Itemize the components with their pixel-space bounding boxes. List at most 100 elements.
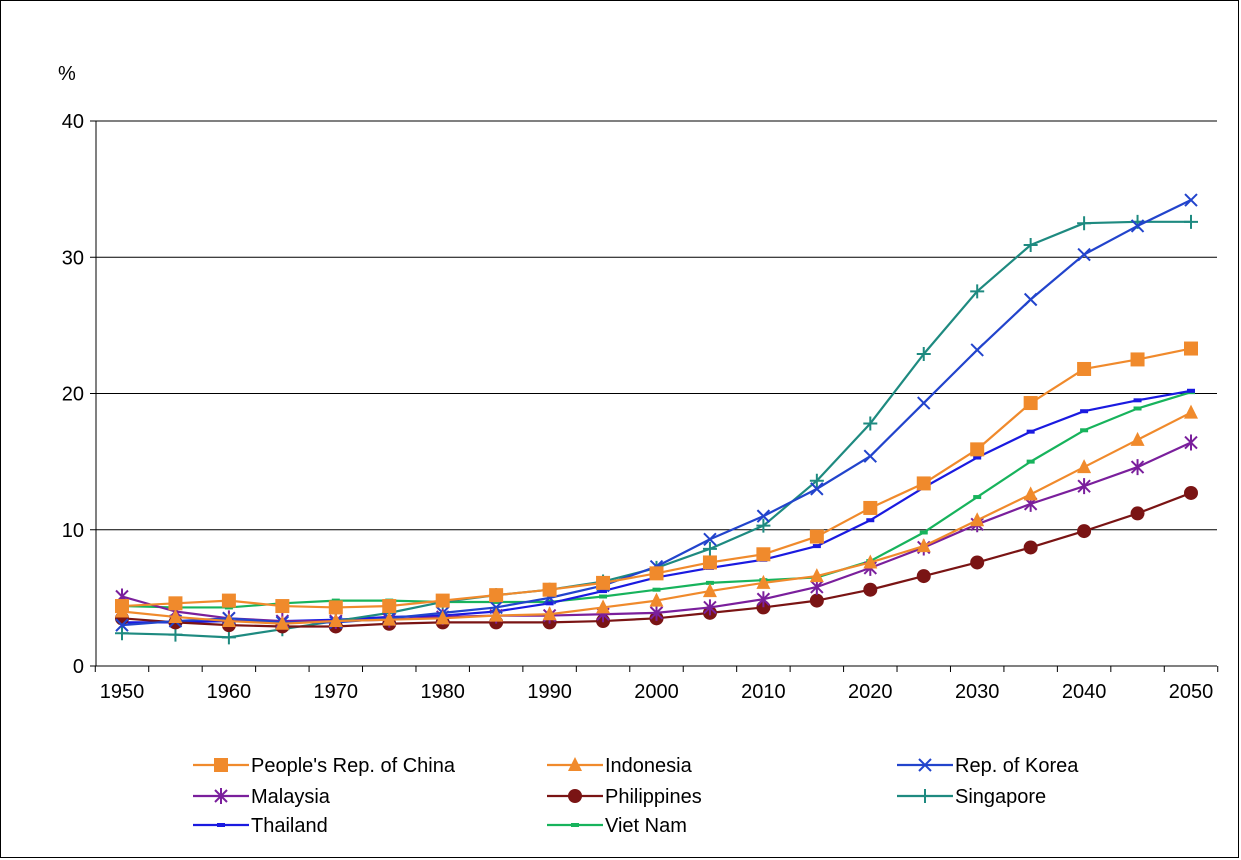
data-point-people-s-rep-of-china-2000 [649, 566, 664, 581]
legend-label-singapore: Singapore [955, 786, 1046, 808]
data-point-rep-of-korea-2010 [756, 509, 771, 523]
x-tick-label-1950: 1950 [100, 681, 145, 703]
data-point-singapore-2020 [863, 416, 878, 431]
x-tick-label-1990: 1990 [527, 681, 572, 703]
data-point-singapore-2035 [1023, 237, 1038, 252]
data-point-singapore-1950 [115, 626, 129, 641]
x-tick-label-2030: 2030 [955, 681, 1000, 703]
data-point-indonesia-2045 [1130, 431, 1145, 446]
y-tick-label-10: 10 [62, 520, 84, 542]
data-point-people-s-rep-of-china-1960 [221, 593, 236, 608]
data-point-philippines-2050 [1184, 485, 1198, 500]
data-point-philippines-2035 [1023, 540, 1038, 555]
series-indonesia [115, 404, 1198, 630]
data-point-philippines-2030 [970, 555, 985, 570]
legend-item-indonesia: Indonesia [547, 755, 693, 777]
data-point-people-s-rep-of-china-2015 [809, 529, 824, 544]
data-point-rep-of-korea-2005 [703, 532, 717, 546]
data-point-malaysia-2000 [649, 604, 664, 621]
gridlines [96, 120, 1217, 531]
data-point-thailand-2035 [1026, 429, 1035, 434]
data-point-viet-nam-2045 [1133, 406, 1142, 411]
data-point-indonesia-1990 [542, 606, 557, 621]
series-line-indonesia [121, 411, 1192, 625]
legend-item-thailand: Thailand [193, 815, 328, 837]
y-tick-label-40: 40 [62, 111, 84, 133]
data-point-thailand-1995 [599, 589, 608, 594]
data-point-people-s-rep-of-china-2010 [756, 547, 771, 562]
data-point-indonesia-2015 [809, 568, 824, 583]
data-point-people-s-rep-of-china-1985 [489, 588, 504, 603]
data-point-rep-of-korea-2025 [917, 396, 931, 410]
x-tick-label-2050: 2050 [1169, 681, 1214, 703]
data-point-indonesia-2035 [1023, 486, 1038, 501]
data-point-thailand-2020 [866, 518, 875, 523]
legend-swatch-marker [214, 758, 228, 772]
data-point-indonesia-2020 [863, 554, 878, 569]
data-point-rep-of-korea-2020 [863, 449, 878, 463]
data-point-rep-of-korea-1985 [489, 600, 503, 615]
data-point-singapore-2025 [916, 346, 931, 361]
data-point-rep-of-korea-1950 [115, 618, 129, 632]
legend: People's Rep. of China Indonesia Rep. of K… [193, 755, 1079, 837]
legend-label-thailand: Thailand [251, 815, 328, 837]
data-point-people-s-rep-of-china-1965 [275, 599, 290, 614]
x-tick-label-1980: 1980 [420, 681, 465, 703]
legend-swatch-marker [571, 823, 579, 827]
data-point-malaysia-2040 [1077, 478, 1091, 495]
data-point-philippines-2040 [1077, 524, 1092, 539]
data-point-people-s-rep-of-china-1980 [435, 593, 450, 608]
data-point-singapore-2040 [1077, 216, 1092, 231]
data-point-malaysia-2010 [756, 591, 771, 608]
data-point-people-s-rep-of-china-2005 [702, 555, 717, 570]
y-tick-label-0: 0 [73, 656, 84, 678]
data-point-philippines-2015 [809, 593, 824, 608]
data-point-indonesia-2030 [970, 512, 985, 527]
legend-item-viet-nam: Viet Nam [547, 815, 687, 837]
data-point-people-s-rep-of-china-2030 [970, 442, 985, 457]
data-point-philippines-2020 [863, 582, 878, 597]
data-point-people-s-rep-of-china-1970 [328, 600, 343, 615]
legend-swatch-marker [568, 757, 582, 771]
legend-swatch-marker [918, 789, 932, 803]
data-point-indonesia-2000 [649, 592, 664, 607]
data-point-viet-nam-1995 [599, 594, 608, 599]
data-point-people-s-rep-of-china-2020 [863, 500, 878, 515]
data-point-singapore-2030 [970, 284, 985, 299]
x-tick-label-1960: 1960 [207, 681, 252, 703]
data-point-rep-of-korea-2030 [970, 343, 984, 357]
data-point-rep-of-korea-2035 [1023, 292, 1038, 307]
series-rep-of-korea [115, 193, 1198, 632]
x-tick-label-2040: 2040 [1062, 681, 1107, 703]
data-point-people-s-rep-of-china-1955 [168, 596, 183, 611]
data-point-singapore-2015 [809, 473, 824, 488]
legend-swatch-marker [918, 758, 932, 772]
legend-item-malaysia: Malaysia [193, 786, 331, 808]
data-point-viet-nam-2025 [919, 530, 928, 535]
data-point-thailand-2015 [812, 544, 821, 549]
data-point-people-s-rep-of-china-1990 [542, 582, 557, 597]
legend-label-people-s-rep-of-china: People's Rep. of China [251, 755, 456, 777]
data-point-viet-nam-2030 [973, 495, 982, 500]
data-point-indonesia-2010 [756, 574, 771, 589]
legend-item-singapore: Singapore [897, 786, 1046, 808]
legend-label-indonesia: Indonesia [605, 755, 693, 777]
data-point-people-s-rep-of-china-1975 [382, 599, 397, 614]
data-point-indonesia-2050 [1184, 404, 1198, 419]
data-point-rep-of-korea-2015 [810, 482, 824, 496]
series-group [115, 193, 1198, 645]
data-point-people-s-rep-of-china-2050 [1184, 341, 1198, 356]
legend-label-philippines: Philippines [605, 786, 702, 808]
data-point-singapore-2005 [702, 541, 717, 556]
data-point-indonesia-1955 [168, 608, 183, 623]
legend-swatch-marker [568, 789, 582, 803]
data-point-malaysia-2005 [703, 599, 717, 616]
data-point-indonesia-1960 [221, 613, 236, 628]
data-point-people-s-rep-of-china-2025 [916, 476, 931, 491]
data-point-people-s-rep-of-china-1995 [596, 575, 611, 590]
y-axis-unit-label: % [58, 63, 76, 85]
series-people-s-rep-of-china [115, 341, 1198, 615]
